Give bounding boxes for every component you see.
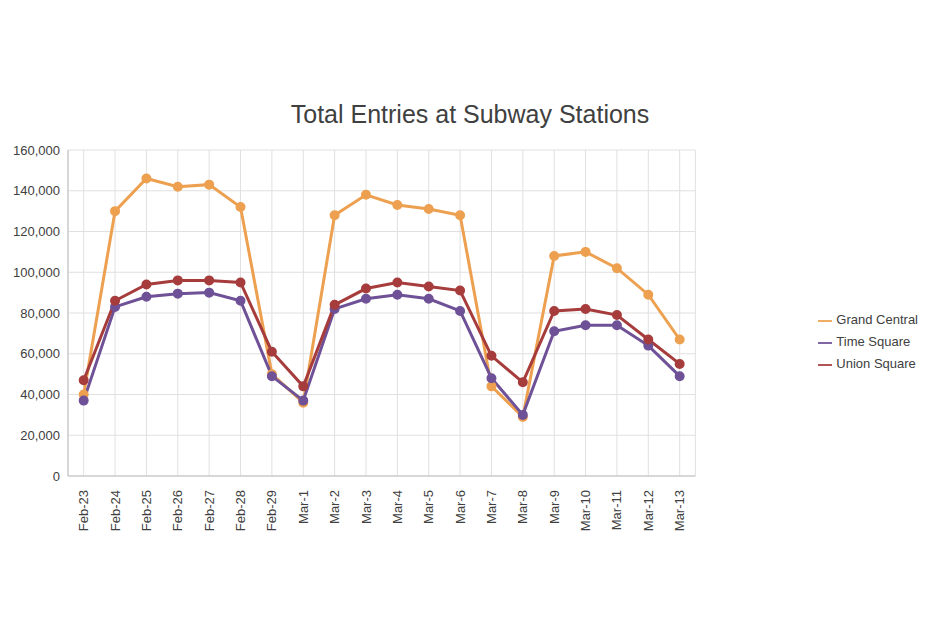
svg-text:Mar-5: Mar-5 bbox=[421, 490, 436, 524]
svg-text:80,000: 80,000 bbox=[20, 306, 60, 321]
svg-text:0: 0 bbox=[53, 469, 60, 484]
svg-text:Mar-8: Mar-8 bbox=[515, 490, 530, 524]
svg-text:Mar-1: Mar-1 bbox=[296, 490, 311, 524]
svg-text:140,000: 140,000 bbox=[13, 183, 60, 198]
svg-text:Mar-12: Mar-12 bbox=[641, 490, 656, 531]
svg-text:Mar-7: Mar-7 bbox=[484, 490, 499, 524]
svg-text:100,000: 100,000 bbox=[13, 265, 60, 280]
svg-text:Mar-13: Mar-13 bbox=[672, 490, 687, 531]
svg-text:160,000: 160,000 bbox=[13, 143, 60, 158]
svg-text:Feb-28: Feb-28 bbox=[233, 490, 248, 531]
svg-text:Mar-3: Mar-3 bbox=[359, 490, 374, 524]
svg-text:Mar-11: Mar-11 bbox=[609, 490, 624, 530]
html-text:Time Square: Time Square bbox=[836, 334, 911, 349]
svg-text:Mar-6: Mar-6 bbox=[453, 490, 468, 524]
svg-text:20,000: 20,000 bbox=[20, 428, 60, 443]
svg-text:40,000: 40,000 bbox=[20, 387, 60, 402]
svg-text:120,000: 120,000 bbox=[13, 224, 60, 239]
html-text:Union Square: Union Square bbox=[836, 356, 916, 371]
svg-text:60,000: 60,000 bbox=[20, 346, 60, 361]
svg-text:Feb-24: Feb-24 bbox=[108, 490, 123, 531]
svg-text:Mar-4: Mar-4 bbox=[390, 490, 405, 524]
svg-text:Mar-9: Mar-9 bbox=[547, 490, 562, 524]
svg-text:Feb-23: Feb-23 bbox=[76, 490, 91, 531]
html-text:Grand Central: Grand Central bbox=[836, 312, 918, 327]
svg-text:Feb-25: Feb-25 bbox=[139, 490, 154, 531]
svg-text:Feb-29: Feb-29 bbox=[264, 490, 279, 531]
svg-text:Feb-27: Feb-27 bbox=[202, 490, 217, 531]
svg-text:Feb-26: Feb-26 bbox=[170, 490, 185, 531]
svg-text:Mar-2: Mar-2 bbox=[327, 490, 342, 524]
html-text:Total Entries at Subway Statio: Total Entries at Subway Stations bbox=[290, 100, 650, 128]
svg-text:Mar-10: Mar-10 bbox=[578, 490, 593, 531]
